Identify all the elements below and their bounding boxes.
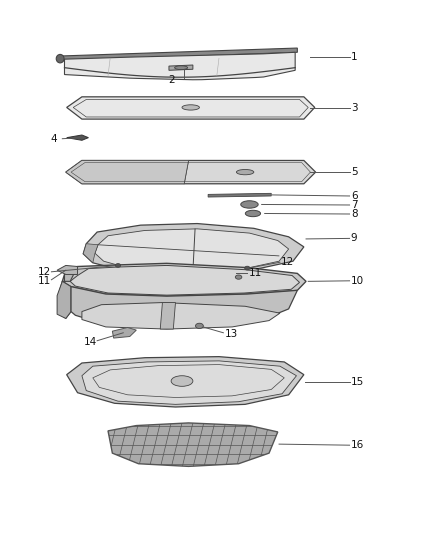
Ellipse shape <box>237 169 254 175</box>
Polygon shape <box>60 48 297 61</box>
Ellipse shape <box>245 266 250 270</box>
Polygon shape <box>113 327 136 338</box>
Polygon shape <box>57 265 78 274</box>
Polygon shape <box>58 266 78 318</box>
Text: 13: 13 <box>225 329 238 340</box>
Polygon shape <box>57 281 71 318</box>
Polygon shape <box>67 357 304 407</box>
Text: 15: 15 <box>351 377 364 387</box>
Text: 6: 6 <box>351 191 357 201</box>
Text: 4: 4 <box>50 134 57 144</box>
Polygon shape <box>67 97 315 119</box>
Text: 3: 3 <box>351 103 357 114</box>
Text: 9: 9 <box>351 233 357 244</box>
Polygon shape <box>66 160 188 184</box>
Polygon shape <box>83 223 304 273</box>
Polygon shape <box>70 265 300 295</box>
Text: 1: 1 <box>351 52 357 61</box>
Ellipse shape <box>56 54 64 63</box>
Ellipse shape <box>245 211 261 216</box>
Text: 5: 5 <box>351 167 357 177</box>
Polygon shape <box>82 303 280 329</box>
Text: 2: 2 <box>168 75 174 85</box>
Ellipse shape <box>182 105 199 110</box>
Polygon shape <box>66 160 316 184</box>
Text: 12: 12 <box>37 267 51 277</box>
Polygon shape <box>108 423 278 466</box>
Ellipse shape <box>116 264 120 267</box>
Text: 14: 14 <box>84 337 97 347</box>
Ellipse shape <box>175 66 187 69</box>
Polygon shape <box>64 52 295 80</box>
Text: 11: 11 <box>37 276 51 286</box>
Text: 8: 8 <box>351 209 357 219</box>
Polygon shape <box>160 303 176 329</box>
Polygon shape <box>67 135 88 140</box>
Polygon shape <box>169 65 193 70</box>
Text: 11: 11 <box>249 269 262 278</box>
Ellipse shape <box>241 201 258 208</box>
Polygon shape <box>95 229 289 271</box>
Polygon shape <box>83 244 98 263</box>
Text: 12: 12 <box>281 257 294 267</box>
Polygon shape <box>71 287 297 325</box>
Ellipse shape <box>195 323 203 328</box>
Ellipse shape <box>171 376 193 386</box>
Polygon shape <box>62 263 306 296</box>
Ellipse shape <box>235 275 242 279</box>
Polygon shape <box>208 193 271 197</box>
Text: 16: 16 <box>351 440 364 450</box>
Text: 10: 10 <box>351 276 364 286</box>
Polygon shape <box>82 361 297 405</box>
Text: 7: 7 <box>351 200 357 210</box>
